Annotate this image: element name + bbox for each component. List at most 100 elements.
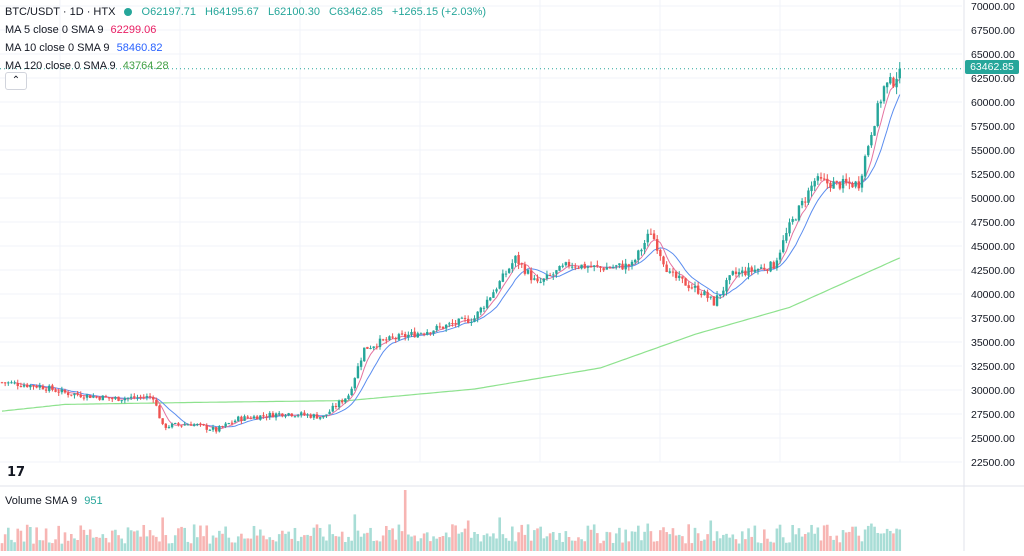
volume-bar [66,540,70,551]
candle-body [145,396,149,398]
volume-bar [158,541,161,551]
volume-bar [170,543,174,551]
volume-bar [803,534,807,551]
candle-body [224,423,227,427]
volume-bar [618,527,621,551]
candle-body [703,291,706,296]
volume-bar [473,531,476,551]
candle-body [498,281,501,289]
candle-body [851,183,854,188]
price-axis-label: 55000.00 [971,145,1015,157]
volume-indicator[interactable]: Volume SMA 9 951 [5,495,103,507]
volume-bar [255,535,259,551]
candle-body [161,418,164,424]
volume-bar [145,536,149,551]
candle-body [312,414,316,418]
volume-bar [362,533,366,551]
volume-bar [507,540,511,551]
tradingview-logo[interactable]: 17 [7,465,25,480]
candle-body [615,265,618,267]
candle-body [848,181,851,184]
volume-bar [466,520,470,551]
candle-body [111,398,114,400]
volume-bar [230,542,234,551]
candle-body [410,332,413,335]
volume-bar [120,538,123,551]
volume-bar [202,536,205,551]
candle-body [835,180,838,182]
price-axis-label: 45000.00 [971,241,1015,253]
volume-bar [347,536,350,551]
candle-body [775,260,779,269]
candle-body [552,274,555,276]
candle-body [759,267,763,269]
indicator-ma120[interactable]: MA 120 close 0 SMA 9 43764.28 [5,60,169,72]
volume-bar [838,542,842,551]
volume-bar [136,530,139,551]
collapse-indicators-button[interactable]: ⌃ [5,72,27,90]
candle-body [186,424,190,426]
volume-bar [633,531,637,551]
volume-bar [425,532,429,551]
volume-bar [536,528,539,551]
candle-body [240,416,243,421]
volume-bar [70,533,73,551]
candle-body [306,414,309,416]
candle-body [788,222,791,234]
volume-bar [322,536,325,551]
volume-bar [114,529,117,551]
candle-body [501,273,505,282]
candle-body [530,270,533,281]
volume-bar [126,527,130,551]
volume-bar [822,525,826,551]
volume-bar [574,540,577,551]
candle-body [139,396,142,398]
candle-body [79,394,82,398]
candle-body [123,398,127,401]
volume-bar [586,525,590,551]
candle-body [624,263,627,270]
volume-bar [378,541,382,551]
candle-body [797,205,801,221]
volume-bar [734,539,738,551]
volume-bar [180,526,183,551]
candle-body [397,334,401,340]
indicator-ma5[interactable]: MA 5 close 0 SMA 9 62299.06 [5,24,156,36]
volume-bar [164,535,168,551]
volume-bar [791,524,794,551]
volume-bar [715,531,719,551]
volume-bar [57,525,60,551]
candle-body [120,400,123,402]
candle-body [766,269,769,272]
volume-bar [51,543,54,551]
candle-body [155,399,158,406]
candle-body [290,413,293,417]
volume-bar [13,542,16,551]
volume-bar [274,541,278,551]
volume-bar [558,532,561,551]
candle-body [309,414,312,418]
volume-bar [328,524,331,551]
candle-body [816,176,820,181]
symbol-label[interactable]: BTC/USDT · 1D · HTX [5,6,116,18]
volume-bar [303,535,306,551]
candle-body [196,423,199,425]
volume-bar [0,543,4,551]
volume-bar [259,529,262,551]
volume-bar [189,543,193,551]
candle-body [895,78,898,88]
volume-bar [898,529,902,551]
volume-bar [85,534,89,551]
volume-bar [296,541,300,551]
volume-bar [523,534,527,551]
volume-bar [778,524,782,551]
candle-body [627,264,631,267]
candle-body [744,270,747,276]
candle-body [117,396,120,401]
candle-body [640,249,643,252]
indicator-ma10[interactable]: MA 10 close 0 SMA 9 58460.82 [5,42,163,54]
volume-bar [391,528,394,551]
candle-body [284,415,287,417]
